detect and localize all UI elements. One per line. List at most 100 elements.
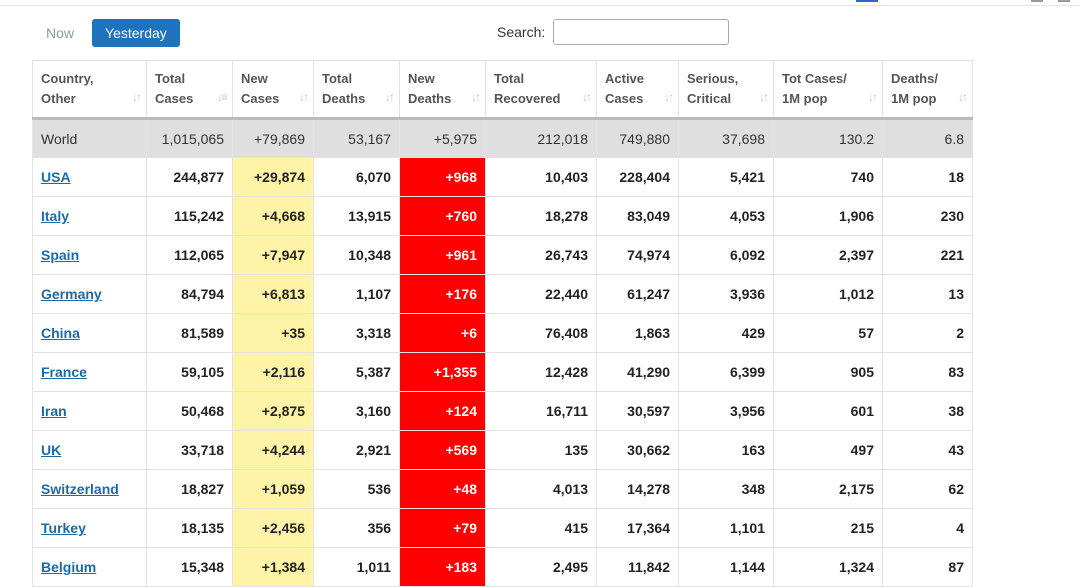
header-country[interactable]: Country, Other ↓↑ xyxy=(32,60,147,120)
covid-table: Country, Other ↓↑ Total Cases ↓≡ New Cases ↓↑ Tot… xyxy=(32,60,973,587)
cell-active-cases: 83,049 xyxy=(596,196,679,236)
header-new-deaths[interactable]: New Deaths ↓↑ xyxy=(399,60,486,120)
world-row: World 1,015,065 +79,869 53,167 +5,975 212,018… xyxy=(32,118,973,158)
cell-deaths-per-1m: 38 xyxy=(882,391,973,431)
header-serious-critical[interactable]: Serious, Critical ↓↑ xyxy=(678,60,774,120)
cell-country: Turkey xyxy=(32,508,147,548)
top-border xyxy=(0,0,1080,6)
sort-icon[interactable]: ↓↑ xyxy=(299,90,309,104)
table-row: China 81,589 +35 3,318 +6 76,408 1,863 429 57 2 xyxy=(32,313,973,353)
cell-total-recovered: 26,743 xyxy=(485,235,597,275)
cell-active-cases: 30,597 xyxy=(596,391,679,431)
cell-cases-per-1m: 215 xyxy=(773,508,883,548)
cell-total-cases: 84,794 xyxy=(146,274,233,314)
header-total-cases[interactable]: Total Cases ↓≡ xyxy=(146,60,233,120)
country-link[interactable]: Spain xyxy=(41,247,80,263)
cell-new-cases: +2,116 xyxy=(232,352,314,392)
header-label-line1: Total xyxy=(322,71,353,86)
country-link[interactable]: Italy xyxy=(41,208,70,224)
cell-total-cases: 244,877 xyxy=(146,157,233,197)
country-link[interactable]: Belgium xyxy=(41,559,97,575)
sort-icon[interactable]: ↓↑ xyxy=(385,90,395,104)
cell-total-cases: 81,589 xyxy=(146,313,233,353)
sort-icon[interactable]: ↓↑ xyxy=(958,90,968,104)
cell-active-cases: 228,404 xyxy=(596,157,679,197)
cell-serious-critical: 37,698 xyxy=(678,118,774,158)
cell-new-cases: +4,668 xyxy=(232,196,314,236)
header-active-cases[interactable]: Active Cases ↓↑ xyxy=(596,60,679,120)
cell-total-cases: 15,348 xyxy=(146,547,233,587)
cell-country: World xyxy=(32,118,147,158)
cell-new-cases: +6,813 xyxy=(232,274,314,314)
sort-icon[interactable]: ↓↑ xyxy=(471,90,481,104)
cell-total-recovered: 18,278 xyxy=(485,196,597,236)
cell-active-cases: 61,247 xyxy=(596,274,679,314)
toolbar-indicator xyxy=(856,0,878,2)
cell-new-deaths: +569 xyxy=(399,430,486,470)
country-link[interactable]: USA xyxy=(41,169,71,185)
header-row: Country, Other ↓↑ Total Cases ↓≡ New Cases ↓↑ Tot… xyxy=(32,60,973,120)
country-link[interactable]: Iran xyxy=(41,403,67,419)
cell-total-recovered: 22,440 xyxy=(485,274,597,314)
cell-new-deaths: +961 xyxy=(399,235,486,275)
cell-active-cases: 74,974 xyxy=(596,235,679,275)
header-new-cases[interactable]: New Cases ↓↑ xyxy=(232,60,314,120)
table-row: Switzerland 18,827 +1,059 536 +48 4,013 14,278… xyxy=(32,469,973,509)
cell-deaths-per-1m: 13 xyxy=(882,274,973,314)
window-control xyxy=(1058,0,1070,2)
cell-new-deaths: +48 xyxy=(399,469,486,509)
tab-now[interactable]: Now xyxy=(33,19,88,47)
header-deaths-per-1m[interactable]: Deaths/1M pop ↓↑ xyxy=(882,60,973,120)
sort-icon[interactable]: ↓↑ xyxy=(582,90,592,104)
country-link[interactable]: Germany xyxy=(41,286,102,302)
cell-active-cases: 1,863 xyxy=(596,313,679,353)
sort-icon[interactable]: ↓↑ xyxy=(132,90,142,104)
cell-new-cases: +29,874 xyxy=(232,157,314,197)
country-link[interactable]: France xyxy=(41,364,87,380)
cell-serious-critical: 5,421 xyxy=(678,157,774,197)
header-cases-per-1m[interactable]: Tot Cases/1M pop ↓↑ xyxy=(773,60,883,120)
country-link[interactable]: China xyxy=(41,325,80,341)
sort-desc-icon[interactable]: ↓≡ xyxy=(216,90,228,104)
table-row: Belgium 15,348 +1,384 1,011 +183 2,495 11,842 1… xyxy=(32,547,973,587)
cell-deaths-per-1m: 87 xyxy=(882,547,973,587)
cell-serious-critical: 3,956 xyxy=(678,391,774,431)
sort-icon[interactable]: ↓↑ xyxy=(759,90,769,104)
cell-cases-per-1m: 2,175 xyxy=(773,469,883,509)
day-tabs: Now Yesterday xyxy=(33,19,180,47)
sort-icon[interactable]: ↓↑ xyxy=(664,90,674,104)
cell-country: Italy xyxy=(32,196,147,236)
window-control xyxy=(1031,0,1043,2)
header-total-recovered[interactable]: Total Recovered ↓↑ xyxy=(485,60,597,120)
cell-new-deaths: +176 xyxy=(399,274,486,314)
header-label-line1: Serious, xyxy=(687,71,739,86)
header-label-line1: Tot Cases/ xyxy=(782,71,847,86)
header-label-line2: Cases xyxy=(605,91,644,106)
header-label-line2: 1M pop xyxy=(782,91,828,106)
header-label-line2: Deaths xyxy=(322,91,366,106)
header-label-line1: Total xyxy=(155,71,186,86)
cell-deaths-per-1m: 230 xyxy=(882,196,973,236)
cell-total-recovered: 415 xyxy=(485,508,597,548)
search-input[interactable] xyxy=(553,19,730,45)
country-link[interactable]: Switzerland xyxy=(41,481,119,497)
header-label-line2: Cases xyxy=(155,91,194,106)
cell-active-cases: 749,880 xyxy=(596,118,679,158)
tab-yesterday[interactable]: Yesterday xyxy=(92,19,180,47)
header-label-line1: Active xyxy=(605,71,645,86)
cell-new-cases: +35 xyxy=(232,313,314,353)
sort-icon[interactable]: ↓↑ xyxy=(868,90,878,104)
country-link[interactable]: UK xyxy=(41,442,62,458)
cell-total-deaths: 356 xyxy=(313,508,400,548)
cell-total-recovered: 10,403 xyxy=(485,157,597,197)
cell-new-cases: +79,869 xyxy=(232,118,314,158)
cell-country: Spain xyxy=(32,235,147,275)
cell-serious-critical: 429 xyxy=(678,313,774,353)
header-total-deaths[interactable]: Total Deaths ↓↑ xyxy=(313,60,400,120)
cell-total-recovered: 76,408 xyxy=(485,313,597,353)
country-link[interactable]: Turkey xyxy=(41,520,86,536)
cell-deaths-per-1m: 6.8 xyxy=(882,118,973,158)
cell-cases-per-1m: 1,012 xyxy=(773,274,883,314)
cell-cases-per-1m: 1,324 xyxy=(773,547,883,587)
header-label-line2: Cases xyxy=(241,91,280,106)
